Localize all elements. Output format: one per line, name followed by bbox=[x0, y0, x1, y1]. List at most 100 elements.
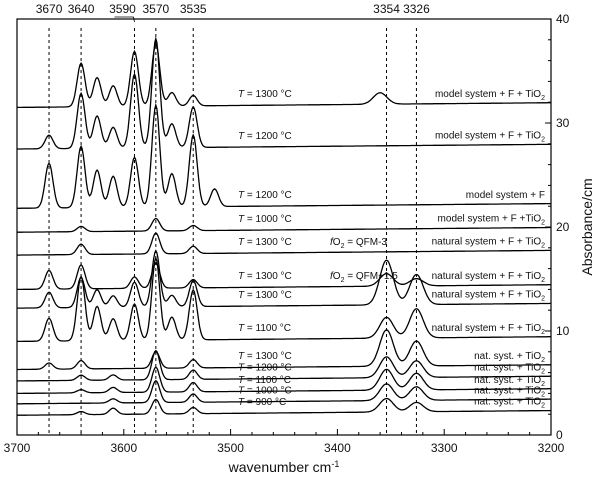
x-tick-label: 3500 bbox=[217, 441, 244, 455]
temperature-value: = bbox=[244, 375, 255, 386]
y-tick-label: 10 bbox=[556, 324, 570, 338]
temperature-label: T = 1300 °C bbox=[238, 89, 292, 100]
series-label: nat. syst. + TiO2 bbox=[474, 397, 545, 410]
temperature-text: 1100 °C bbox=[256, 323, 292, 334]
temperature-label: T = 1300 °C bbox=[238, 237, 292, 248]
temperature-value: = bbox=[244, 214, 255, 225]
x-tick-label: 3700 bbox=[4, 441, 31, 455]
series-label-subscript: 2 bbox=[541, 220, 545, 227]
spectrum-line bbox=[17, 102, 551, 209]
series-label-subscript: 2 bbox=[541, 243, 545, 250]
temperature-label: T = 1200 °C bbox=[238, 190, 292, 201]
spectrum-line bbox=[17, 256, 551, 343]
temperature-text: 1300 °C bbox=[256, 237, 292, 248]
temperature-symbol: T bbox=[238, 397, 245, 408]
series-label-text: natural system + F + TiO bbox=[432, 290, 542, 301]
series-label-text: model system + F bbox=[466, 190, 545, 201]
temperature-value: = bbox=[244, 237, 255, 248]
temperature-label: T = 1200 °C bbox=[238, 131, 292, 142]
temperature-label: T = 1100 °C bbox=[238, 375, 291, 386]
temperature-value: = bbox=[244, 271, 255, 282]
series-label-subscript: 2 bbox=[541, 329, 545, 336]
spectra bbox=[17, 36, 551, 416]
temperature-value: = bbox=[244, 290, 255, 301]
series-label-text: nat. syst. + TiO bbox=[474, 351, 541, 362]
series-label: model system + F + TiO2 bbox=[435, 131, 545, 144]
series-label-subscript: 2 bbox=[541, 368, 545, 375]
x-tick-label: 3300 bbox=[431, 441, 458, 455]
temperature-value: = bbox=[244, 323, 255, 334]
temperature-symbol: T bbox=[238, 214, 245, 225]
temperature-text: 1200 °C bbox=[256, 363, 292, 374]
temperature-label: T = 1300 °C bbox=[238, 351, 292, 362]
series-label: nat. syst. + TiO2 bbox=[474, 362, 545, 375]
fo2-equals: = bbox=[344, 271, 355, 282]
fo2-subscript: 2 bbox=[341, 243, 345, 250]
temperature-symbol: T bbox=[238, 323, 245, 334]
fo2-value: QFM+1.5 bbox=[356, 271, 398, 282]
series-label-text: nat. syst. + TiO bbox=[474, 397, 541, 408]
series-label-subscript: 2 bbox=[541, 381, 545, 388]
fo2-symbol: f bbox=[330, 271, 334, 282]
temperature-symbol: T bbox=[238, 290, 245, 301]
spectrum-line bbox=[17, 249, 551, 309]
temperature-value: = bbox=[244, 386, 255, 397]
temperature-symbol: T bbox=[238, 89, 245, 100]
peak-label-3640: 3640 bbox=[68, 2, 95, 16]
series-label-subscript: 2 bbox=[541, 391, 545, 398]
series-label: model system + F +TiO2 bbox=[438, 214, 546, 227]
spectrum-line bbox=[17, 262, 551, 291]
series-label-text: nat. syst. + TiO bbox=[474, 362, 541, 373]
temperature-label: T = 1000 °C bbox=[238, 386, 292, 397]
temperature-text: 1300 °C bbox=[256, 271, 292, 282]
spectrum-line bbox=[17, 379, 551, 405]
series-label-subscript: 2 bbox=[541, 137, 545, 144]
series-label-text: model system + F +TiO bbox=[438, 214, 542, 225]
x-axis: 3700 3600 3500 3400 3300 3200 bbox=[4, 429, 565, 455]
series-label: natural system + F + TiO2 bbox=[432, 237, 545, 250]
temperature-text: 1300 °C bbox=[256, 290, 292, 301]
temperature-text: 1200 °C bbox=[256, 190, 292, 201]
peak-label-3354: 3354 bbox=[373, 2, 400, 16]
fo2-equals: = bbox=[344, 237, 355, 248]
series-label-text: model system + F + TiO bbox=[435, 131, 541, 142]
series-label: nat. syst. + TiO2 bbox=[474, 385, 545, 398]
peak-label-3326: 3326 bbox=[403, 2, 430, 16]
series-label: nat. syst. + TiO2 bbox=[474, 375, 545, 388]
series-label: nat. syst. + TiO2 bbox=[474, 351, 545, 364]
series-label-subscript: 2 bbox=[541, 403, 545, 410]
temperature-value: = bbox=[244, 363, 255, 374]
temperature-label: T = 1100 °C bbox=[238, 323, 291, 334]
peak-label-leader bbox=[114, 16, 135, 23]
temperature-value: = bbox=[244, 351, 255, 362]
x-tick-label: 3600 bbox=[110, 441, 137, 455]
y-tick-label: 30 bbox=[556, 116, 570, 130]
spectrum-line bbox=[17, 42, 551, 109]
series-label: natural system + F + TiO2 bbox=[432, 290, 545, 303]
temperature-label: T = 900 °C bbox=[238, 397, 286, 408]
temperature-text: 1200 °C bbox=[256, 131, 292, 142]
y-tick-label: 40 bbox=[556, 12, 570, 26]
y-tick-label: 20 bbox=[556, 220, 570, 234]
temperature-text: 1300 °C bbox=[256, 351, 292, 362]
series-label-subscript: 2 bbox=[541, 277, 545, 284]
x-tick-label: 3400 bbox=[324, 441, 351, 455]
temperature-label: T = 1000 °C bbox=[238, 214, 292, 225]
fo2-label: fO2 = QFM-3 bbox=[330, 237, 387, 250]
spectrum-line bbox=[17, 217, 551, 233]
series-label: natural system + F + TiO2 bbox=[432, 323, 545, 336]
series-label-text: model system + F + TiO bbox=[435, 89, 541, 100]
fo2-label: fO2 = QFM+1.5 bbox=[330, 271, 398, 284]
fo2-subscript: 2 bbox=[341, 277, 345, 284]
spectrum-line bbox=[17, 232, 551, 256]
temperature-value: = bbox=[244, 397, 255, 408]
temperature-label: T = 1200 °C bbox=[238, 363, 292, 374]
series-label-text: natural system + F + TiO bbox=[432, 237, 542, 248]
spectrum-line bbox=[17, 397, 551, 416]
temperature-symbol: T bbox=[238, 237, 245, 248]
spectrum-line bbox=[17, 349, 551, 382]
fo2-symbol: f bbox=[330, 237, 334, 248]
series-label-text: nat. syst. + TiO bbox=[474, 375, 541, 386]
series-label: model system + F bbox=[466, 190, 545, 201]
